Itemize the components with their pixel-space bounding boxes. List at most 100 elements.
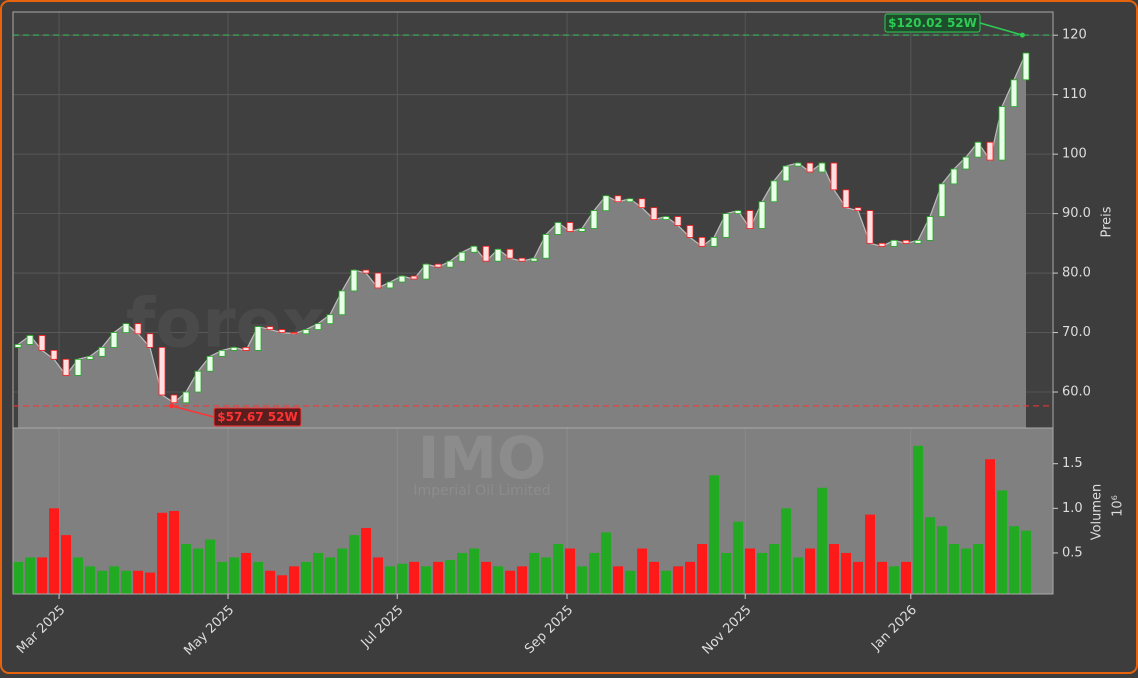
volume-bar [769,544,780,594]
candle [362,269,370,274]
volume-bar [505,570,516,594]
close-area [18,53,1027,428]
annotation-arrow-head [169,403,175,409]
y-tick-label: 100 [1062,147,1087,162]
volume-bar [109,566,120,594]
volume-bar [745,548,756,594]
y-tick-label: 60.0 [1062,385,1091,400]
volume-bar [961,548,972,594]
candle [650,207,658,220]
volume-bar [205,539,216,594]
volume-bar [421,566,432,594]
candle [542,234,550,259]
volume-bar [121,570,132,594]
volume-bar [697,544,708,594]
volume-bar [649,561,660,594]
candle [986,141,994,161]
volume-bar [169,511,180,594]
candle [266,326,274,330]
volume-bar [733,521,744,594]
volume-bar [145,572,156,594]
volume-bar [661,570,672,594]
volume-bar [877,561,888,594]
volume-bar [709,475,720,594]
candle [110,332,118,348]
candle [602,195,610,212]
candle [866,210,874,244]
candle [806,162,814,173]
candle [962,156,970,170]
candle [314,323,322,330]
volume-scale-label: 10⁶ [1111,495,1126,517]
volume-bar [829,544,840,594]
volume-bar [577,566,588,594]
candle [782,165,790,182]
candle [446,260,454,268]
volume-bar [181,544,192,594]
volume-axis-label: Volumen [1090,484,1105,541]
candle [554,222,562,235]
candle [350,269,358,292]
candle [326,314,334,325]
candle [422,263,430,280]
volume-bar [925,517,936,594]
volume-bar [349,535,360,594]
candle [170,394,178,404]
volume-bar [325,557,336,594]
annotation-box [884,13,981,33]
candle [1010,79,1018,107]
volume-bar [337,548,348,594]
candle [950,168,958,185]
volume-bar [793,557,804,594]
volume-bar [805,548,816,594]
candle [1022,52,1030,81]
candle [218,349,226,357]
volume-bar [949,544,960,594]
candle [98,347,106,357]
volume-bar [445,560,456,594]
candle [134,323,142,335]
candle [734,210,742,215]
volume-bar [133,570,144,594]
volume-bar [517,566,528,594]
volume-bar [985,459,996,594]
volume-bar [265,570,276,594]
candle [662,216,670,220]
annotation-label: $120.02 52W [888,16,977,30]
volume-bar [637,548,648,594]
volume-bar [409,561,420,594]
volume-bar [193,548,204,594]
volume-bar [157,512,168,594]
candle [902,239,910,244]
annotation-label: $57.67 52W [217,410,297,424]
volume-bar [289,566,300,594]
volume-bar [481,561,492,594]
volume-bar [49,508,60,594]
annotation-arrow-head [1019,32,1025,38]
volume-bar [589,552,600,594]
candle [242,347,250,351]
candle [698,236,706,247]
plot-border [12,11,1054,595]
volume-bar [853,561,864,594]
candle [878,242,886,247]
candle [398,275,406,283]
candle [566,222,574,232]
candle [842,189,850,209]
candle [710,236,718,247]
annotation-box [213,407,302,427]
volume-bar [361,527,372,594]
candle [50,349,58,360]
volume-bar [901,561,912,594]
candle [278,329,286,333]
y-tick-label: 120 [1062,28,1087,43]
volume-bar [469,548,480,594]
candle [746,210,754,229]
volume-bar [673,566,684,594]
volume-bar [625,570,636,594]
candle [230,347,238,351]
volume-bar [97,570,108,594]
candle [374,272,382,289]
candle [38,335,46,351]
candle [254,326,262,351]
